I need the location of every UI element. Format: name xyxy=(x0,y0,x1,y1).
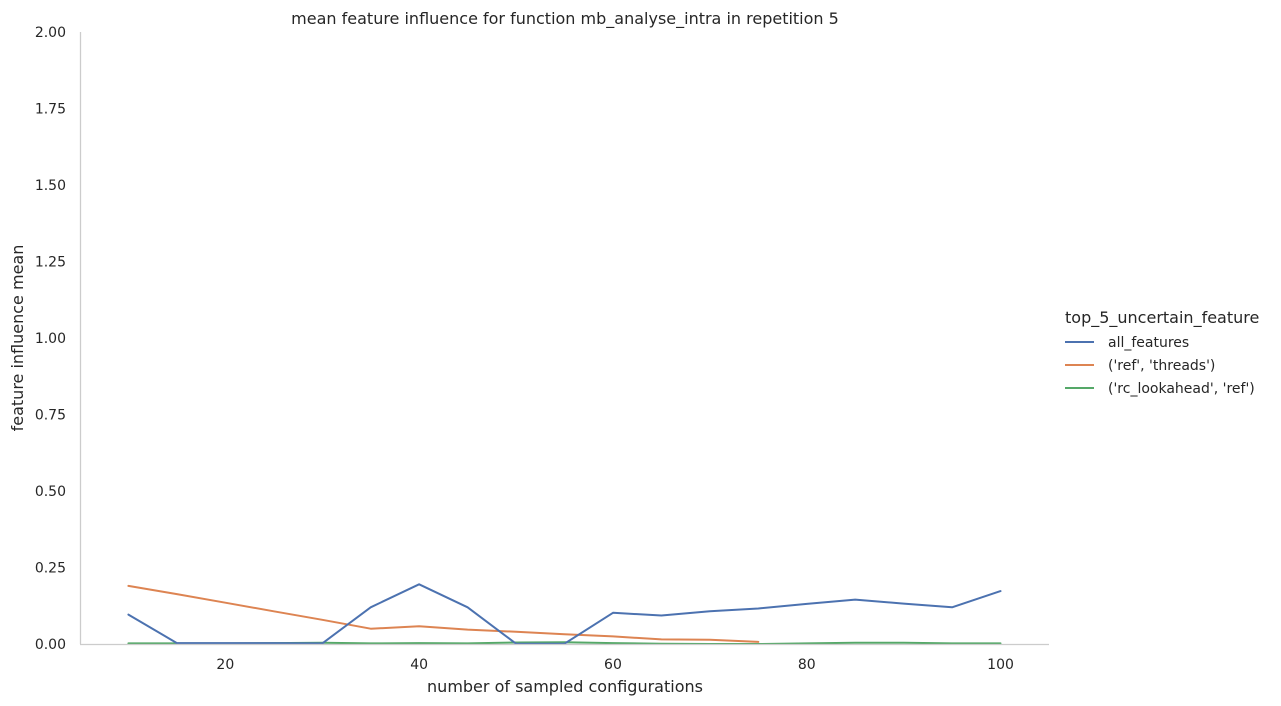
legend-items: all_features ('ref', 'threads') ('rc_looka… xyxy=(1065,335,1255,397)
y-tick-label: 0.75 xyxy=(35,408,66,424)
y-tick-labels: 0.00 0.25 0.50 0.75 1.00 1.25 1.50 1.75 2.00 xyxy=(35,25,66,653)
legend: top_5_uncertain_feature all_features ('re… xyxy=(1065,308,1259,397)
y-tick-label: 0.25 xyxy=(35,561,66,577)
series-line-1 xyxy=(127,584,760,643)
legend-entry: ('rc_lookahead', 'ref') xyxy=(1108,381,1255,397)
y-tick-label: 0.00 xyxy=(35,637,66,653)
chart-title: mean feature influence for function mb_a… xyxy=(291,9,839,29)
legend-title: top_5_uncertain_feature xyxy=(1065,308,1259,328)
x-tick-label: 80 xyxy=(798,657,816,673)
y-tick-label: 1.25 xyxy=(35,255,66,271)
legend-entry: all_features xyxy=(1108,335,1189,351)
x-tick-labels: 20 40 60 80 100 xyxy=(216,657,1013,673)
x-tick-label: 60 xyxy=(604,657,622,673)
x-axis-label: number of sampled configurations xyxy=(427,677,703,696)
legend-entry: ('ref', 'threads') xyxy=(1108,358,1215,374)
x-tick-label: 40 xyxy=(410,657,428,673)
y-tick-label: 0.50 xyxy=(35,484,66,500)
x-tick-label: 100 xyxy=(987,657,1014,673)
plot-area xyxy=(127,583,1002,645)
y-tick-label: 1.75 xyxy=(35,102,66,118)
y-tick-label: 1.00 xyxy=(35,331,66,347)
y-axis-label: feature influence mean xyxy=(8,245,27,432)
y-tick-label: 2.00 xyxy=(35,25,66,41)
y-tick-label: 1.50 xyxy=(35,178,66,194)
x-tick-label: 20 xyxy=(216,657,234,673)
series-line-0 xyxy=(127,583,1002,645)
